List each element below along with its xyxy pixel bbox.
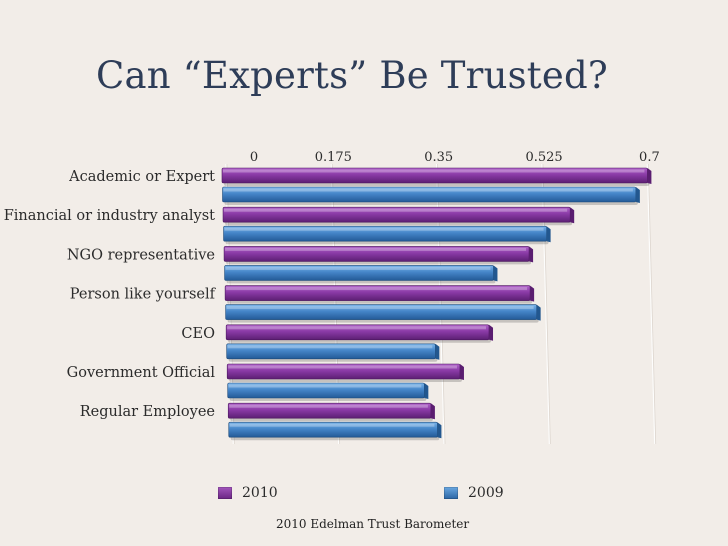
bar-highlight bbox=[227, 326, 487, 330]
gridline-shadow bbox=[331, 163, 341, 445]
category-label: Academic or Expert bbox=[68, 169, 215, 185]
gridline bbox=[541, 163, 550, 445]
bar-highlight bbox=[226, 306, 534, 310]
bar-end-cap bbox=[647, 168, 652, 184]
category-label: CEO bbox=[181, 326, 215, 342]
bar-end-cap bbox=[529, 246, 534, 263]
x-tick-label: 0.7 bbox=[639, 150, 660, 165]
gridline bbox=[435, 163, 445, 445]
bar-end-cap bbox=[530, 285, 535, 302]
bar-end-cap bbox=[493, 265, 498, 282]
x-tick-label: 0 bbox=[250, 150, 258, 165]
bar-end-cap bbox=[437, 422, 442, 439]
bar-highlight bbox=[228, 365, 457, 369]
x-tick-label: 0.35 bbox=[424, 150, 453, 165]
bar-highlight bbox=[225, 247, 527, 251]
legend-label-2010: 2010 bbox=[242, 485, 278, 501]
bar-highlight bbox=[224, 227, 544, 231]
category-label: Person like yourself bbox=[70, 287, 217, 303]
category-label: Regular Employee bbox=[80, 404, 215, 420]
bar-highlight bbox=[223, 188, 633, 192]
gridline bbox=[330, 163, 340, 445]
bar-highlight bbox=[229, 423, 435, 427]
category-label: NGO representative bbox=[67, 247, 215, 263]
page-title: Can “Experts” Be Trusted? bbox=[96, 54, 608, 97]
source-caption: 2010 Edelman Trust Barometer bbox=[276, 517, 470, 531]
legend-swatch-2010 bbox=[218, 487, 232, 499]
bar-2009-1 bbox=[223, 225, 547, 242]
x-tick-label: 0.525 bbox=[525, 150, 562, 165]
bar-highlight bbox=[227, 345, 433, 349]
gridline bbox=[646, 163, 656, 445]
bar-end-cap bbox=[546, 226, 551, 243]
legend-item-2009: 2009 bbox=[444, 484, 504, 502]
bar-highlight bbox=[224, 208, 568, 212]
bar-end-cap bbox=[459, 364, 464, 380]
bar-highlight bbox=[226, 287, 528, 291]
legend-item-2010: 2010 bbox=[218, 484, 278, 502]
bar-highlight bbox=[229, 404, 428, 408]
category-label: Financial or industry analyst bbox=[4, 208, 215, 224]
gridline-shadow bbox=[542, 163, 551, 445]
bar-end-cap bbox=[570, 207, 575, 224]
x-tick-label: 0.175 bbox=[315, 150, 352, 165]
bar-highlight bbox=[225, 266, 491, 270]
bar-end-cap bbox=[536, 304, 541, 321]
bar-highlight bbox=[228, 384, 422, 388]
bar-end-cap bbox=[435, 343, 440, 360]
bar-end-cap bbox=[424, 383, 429, 399]
gridline-shadow bbox=[226, 163, 235, 445]
gridline-shadow bbox=[647, 163, 657, 445]
bar-end-cap bbox=[635, 187, 640, 203]
gridline bbox=[225, 163, 234, 445]
legend-swatch-2009 bbox=[444, 487, 458, 499]
bar-highlight bbox=[223, 169, 645, 173]
legend-label-2009: 2009 bbox=[468, 485, 504, 501]
gridline-shadow bbox=[437, 163, 446, 445]
bar-end-cap bbox=[489, 324, 494, 341]
bar-end-cap bbox=[430, 403, 435, 420]
category-label: Government Official bbox=[67, 365, 216, 381]
